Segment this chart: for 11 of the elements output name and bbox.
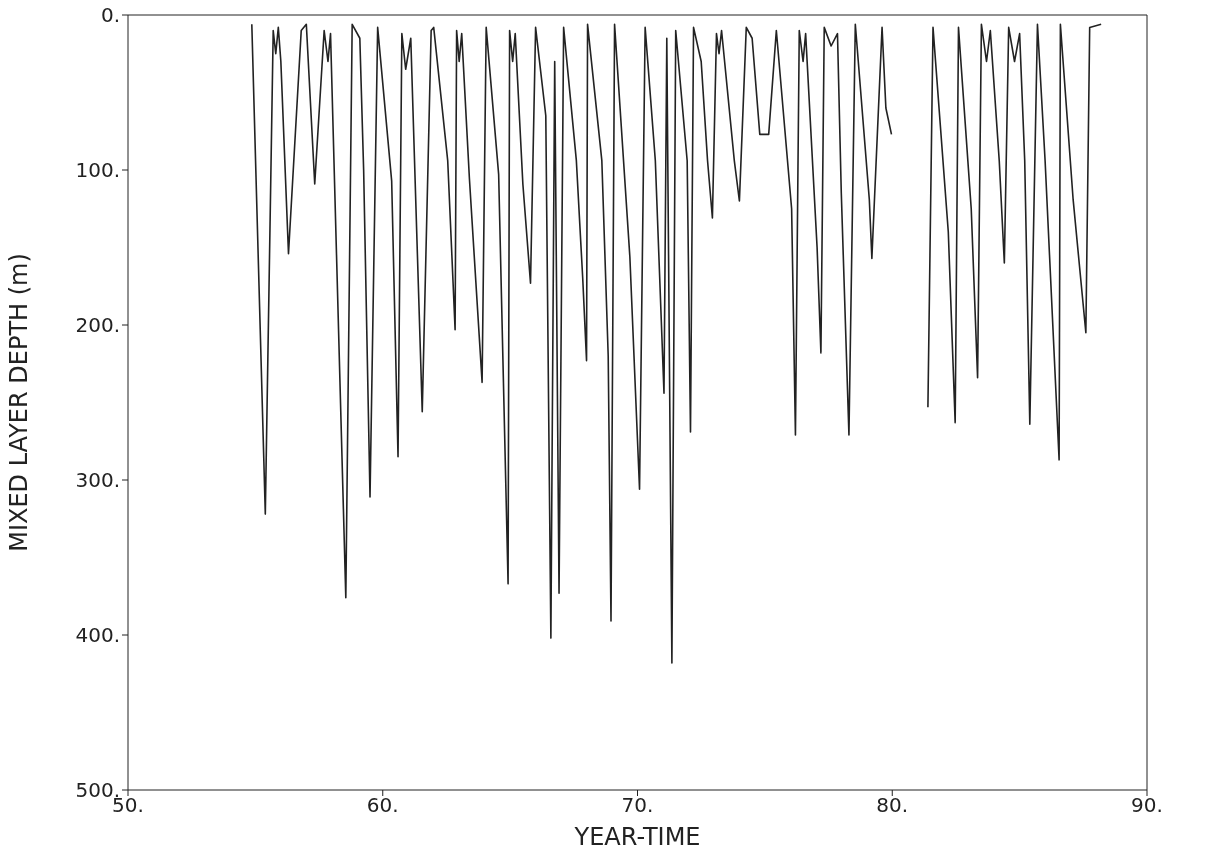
x-tick-label: 80. — [876, 793, 909, 818]
y-tick-label: 0. — [100, 3, 120, 28]
y-tick-label: 200. — [75, 313, 120, 338]
x-tick-label: 60. — [366, 793, 399, 818]
x-axis-title: YEAR-TIME — [573, 823, 701, 851]
y-tick-label: 400. — [75, 623, 120, 648]
y-tick-label: 300. — [75, 468, 120, 493]
x-tick-label: 90. — [1131, 793, 1163, 818]
y-tick-label: 100. — [75, 158, 120, 183]
y-axis-title: MIXED LAYER DEPTH (m) — [4, 253, 33, 552]
x-tick-label: 70. — [621, 793, 654, 818]
